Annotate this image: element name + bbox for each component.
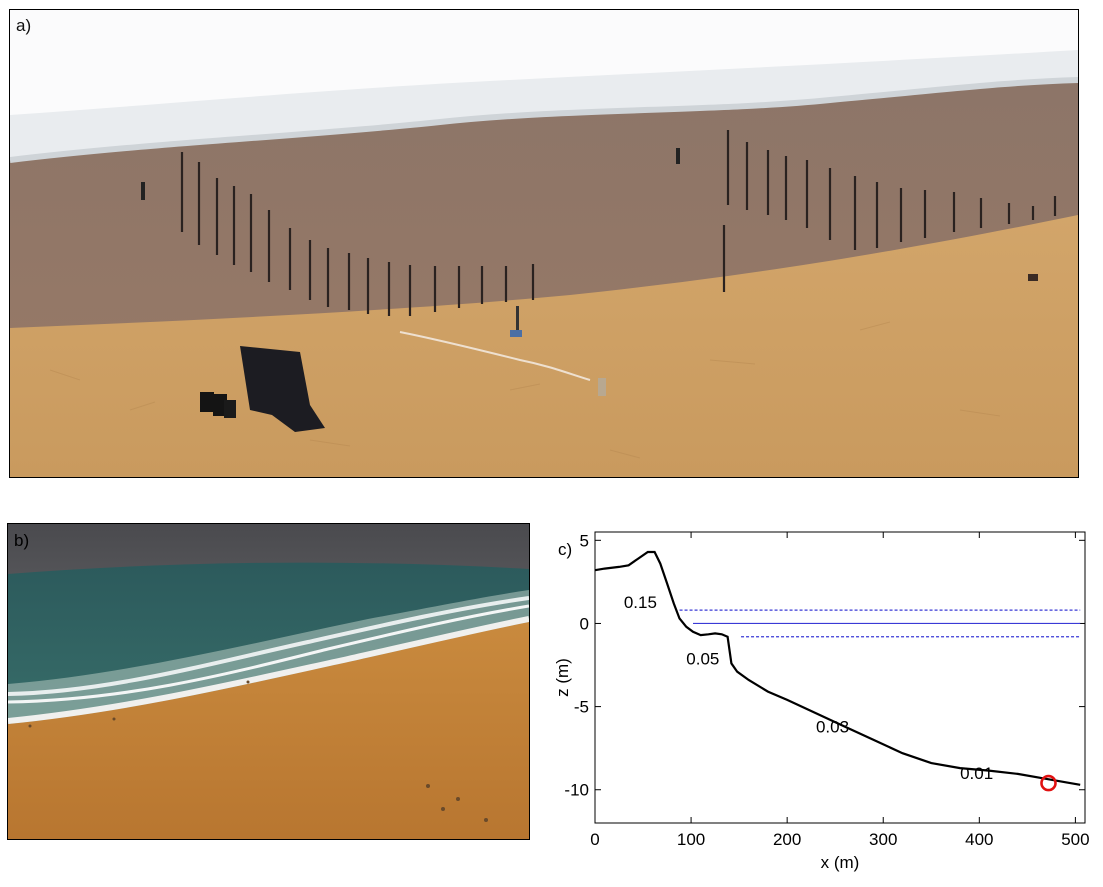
y-tick-label: 0 bbox=[580, 614, 589, 633]
slope-label: 0.01 bbox=[960, 764, 993, 783]
y-tick-label: -5 bbox=[574, 698, 589, 717]
x-tick-label: 300 bbox=[869, 830, 897, 849]
beach-photo-a-image bbox=[10, 10, 1078, 477]
equipment-tarp bbox=[200, 346, 325, 432]
y-tick-label: 5 bbox=[580, 531, 589, 550]
x-tick-label: 100 bbox=[677, 830, 705, 849]
x-tick-label: 500 bbox=[1061, 830, 1089, 849]
axis-ticks: 0 100 200 300 400 500 5 0 -5 -10 bbox=[564, 531, 1089, 849]
slope-label: 0.03 bbox=[816, 718, 849, 737]
x-tick-label: 400 bbox=[965, 830, 993, 849]
y-axis-label: z (m) bbox=[553, 658, 572, 697]
panel-label-c: c) bbox=[558, 540, 572, 559]
x-axis-label: x (m) bbox=[821, 853, 860, 872]
panel-label-b: b) bbox=[14, 531, 30, 550]
slope-label: 0.05 bbox=[686, 649, 719, 668]
x-tick-label: 0 bbox=[590, 830, 599, 849]
water-level-lines bbox=[679, 609, 1081, 638]
pole-array-left bbox=[180, 152, 535, 316]
y-tick-label: -10 bbox=[564, 781, 589, 800]
beach-photo-b bbox=[7, 523, 530, 840]
beach-profile-chart: 0 100 200 300 400 500 5 0 -5 -10 0.15 0.05 0.03 0.01… bbox=[553, 531, 1090, 872]
pole-array-right bbox=[722, 130, 1057, 292]
slope-label: 0.15 bbox=[624, 593, 657, 612]
beach-photo-a bbox=[9, 9, 1079, 478]
profile-line bbox=[594, 550, 1081, 786]
beach-photo-b-image bbox=[8, 524, 529, 839]
x-tick-label: 200 bbox=[773, 830, 801, 849]
sensor-location-marker bbox=[1040, 774, 1057, 792]
panel-label-a: a) bbox=[16, 16, 32, 35]
slope-annotations: 0.15 0.05 0.03 0.01 bbox=[624, 593, 993, 783]
plot-frame bbox=[594, 531, 1086, 824]
